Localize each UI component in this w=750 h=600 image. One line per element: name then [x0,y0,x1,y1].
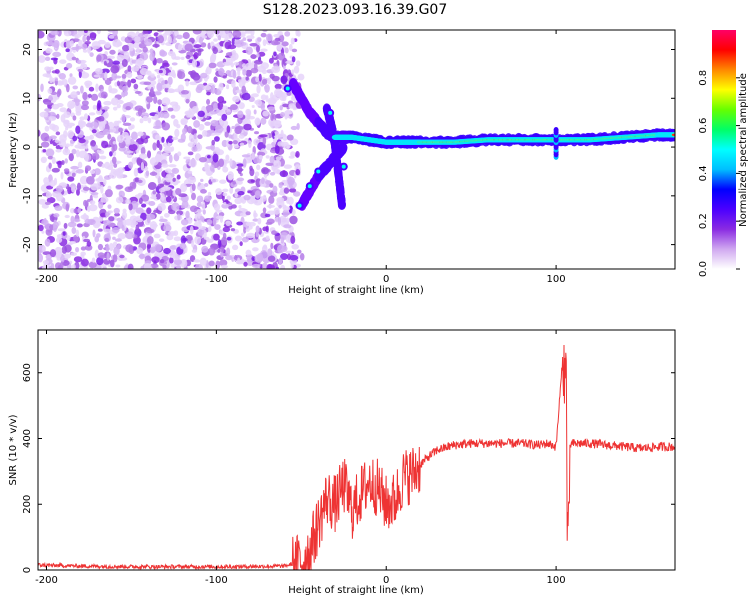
snr-ytick-label: 200 [22,495,33,514]
snr-xtick-label: -200 [35,575,58,586]
snr-panel: -200 -100 0 100 0 200 400 600 Height of straig… [8,329,676,596]
spectrogram-ylabel: Frequency (Hz) [8,112,19,188]
spectrogram-xtick-label: 0 [383,274,389,285]
snr-ytick-label: 0 [22,567,33,573]
snr-ylabel: SNR (10 * v/v) [8,414,19,485]
spectrogram-ytick-label: 20 [22,43,33,56]
spectrogram-ytick-label: -20 [22,236,33,252]
colorbar-gradient [712,30,736,269]
snr-xtick-label: 0 [383,575,389,586]
spectrogram-image [38,30,675,269]
colorbar-tick-label: 0.4 [698,165,709,181]
colorbar: 0.0 0.2 0.4 0.6 0.8 Normalized spectral ampl… [698,30,749,277]
colorbar-label: Normalized spectral amplitude [738,73,749,227]
colorbar-tick-label: 0.6 [698,118,709,134]
snr-frame [37,329,676,571]
snr-xlabel: Height of straight line (km) [288,585,424,596]
figure-title: S128.2023.093.16.39.G07 [263,2,448,18]
spectrogram-xtick-label: -100 [205,274,228,285]
snr-xtick-label: 100 [547,575,566,586]
snr-ytick-label: 600 [22,363,33,382]
snr-series-line [37,344,676,571]
spectrogram-ytick-label: 10 [22,92,33,105]
colorbar-tick-label: 0.8 [698,70,709,86]
snr-ytick-label: 400 [22,429,33,448]
spectrogram-ytick-label: 0 [22,144,33,150]
colorbar-tick-label: 0.0 [698,261,709,277]
colorbar-tick-label: 0.2 [698,213,709,229]
snr-xtick-label: -100 [205,575,228,586]
spectrogram-ytick-label: -10 [22,188,33,204]
spectrogram-frame [37,29,676,270]
spectrogram-xlabel: Height of straight line (km) [288,285,424,296]
spectrogram-xtick-label: 100 [547,274,566,285]
spectrogram-xtick-label: -200 [35,274,58,285]
